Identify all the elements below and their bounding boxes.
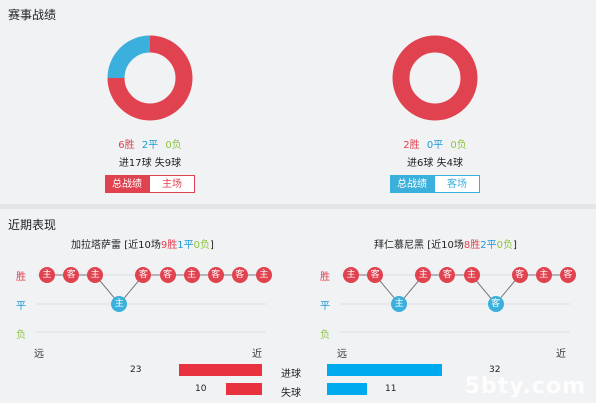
left-form-dot-8: 客 xyxy=(231,267,248,283)
left-goals-bar xyxy=(179,364,262,376)
left-row-win-label: 胜 xyxy=(16,272,26,283)
left-goals: 进17球 xyxy=(118,158,152,169)
conceded-label: 失球 xyxy=(281,388,301,399)
left-axis-far: 远 xyxy=(34,349,44,360)
right-axis-far: 远 xyxy=(337,349,347,360)
watermark-logo: 5bty.com xyxy=(464,374,586,399)
right-tab-overall[interactable]: 总战绩 xyxy=(390,175,434,193)
left-losses: 0负 xyxy=(165,140,182,151)
right-team-draws: 2平 xyxy=(480,240,497,251)
left-team-wins: 9胜 xyxy=(160,240,178,251)
left-form-line xyxy=(47,274,264,305)
left-form-dot-9: 主 xyxy=(255,267,272,283)
left-tab-home[interactable]: 主场 xyxy=(149,175,195,193)
right-goals: 进6球 xyxy=(407,158,434,169)
left-record-block: 6胜 2平 0负 进17球 失9球 总战绩 主场 xyxy=(50,33,250,193)
left-donut-slice-1 xyxy=(107,35,151,79)
right-conceded-number: 11 xyxy=(385,384,397,394)
right-team-losses: 0负 xyxy=(496,240,513,251)
right-tab-away[interactable]: 客场 xyxy=(434,175,480,193)
left-form-dot-3: 主 xyxy=(111,296,128,312)
left-goals-number: 23 xyxy=(130,365,142,375)
left-axis-near: 近 xyxy=(252,349,262,360)
left-wins: 6胜 xyxy=(118,140,135,151)
left-row-loss-label: 负 xyxy=(16,330,26,341)
right-losses: 0负 xyxy=(450,140,467,151)
right-row-draw-label: 平 xyxy=(320,301,330,312)
right-form-dot-3: 主 xyxy=(415,267,432,283)
left-team-bracket-open: [近10场 xyxy=(124,240,161,251)
section-divider xyxy=(0,204,596,209)
left-form-dot-2: 主 xyxy=(87,267,104,283)
right-form-dot-7: 客 xyxy=(511,267,528,283)
right-axis-near: 近 xyxy=(556,349,566,360)
right-goals-bar xyxy=(327,364,442,376)
left-team-name: 加拉塔萨雷 xyxy=(71,240,121,251)
left-row-draw-label: 平 xyxy=(16,301,26,312)
left-team-bracket-close: ] xyxy=(209,240,214,251)
right-record-block: 2胜 0平 0负 进6球 失4球 总战绩 客场 xyxy=(335,33,535,193)
right-row-win-label: 胜 xyxy=(320,272,330,283)
right-form-line xyxy=(351,274,568,305)
goals-label: 进球 xyxy=(281,369,301,380)
right-record-donut xyxy=(392,35,478,121)
recent-section-title: 近期表现 xyxy=(8,218,57,232)
right-team-bracket-close: ] xyxy=(512,240,517,251)
left-team-losses: 0负 xyxy=(193,240,210,251)
left-form-dot-0: 主 xyxy=(39,267,55,283)
left-conceded-number: 10 xyxy=(195,384,207,394)
left-conceded-bar xyxy=(226,383,262,395)
record-section-title: 赛事战绩 xyxy=(8,8,57,22)
right-team-name: 拜仁慕尼黑 xyxy=(374,240,424,251)
right-wins: 2胜 xyxy=(403,140,420,151)
left-team-draws: 1平 xyxy=(177,240,194,251)
left-form-dot-4: 客 xyxy=(135,267,152,283)
left-draws: 2平 xyxy=(141,140,159,151)
left-form-dot-6: 主 xyxy=(183,267,200,283)
left-form-dot-1: 客 xyxy=(63,267,80,283)
right-team-header: 拜仁慕尼黑 [近10场8胜2平0负] xyxy=(374,236,517,251)
right-form-dot-8: 主 xyxy=(535,267,552,283)
left-tab-overall[interactable]: 总战绩 xyxy=(105,175,149,193)
right-donut-slice-0 xyxy=(392,35,478,121)
left-conceded: 失9球 xyxy=(154,158,182,169)
right-conceded-bar xyxy=(327,383,367,395)
left-form-dot-7: 客 xyxy=(207,267,224,283)
right-form-dot-4: 客 xyxy=(439,267,456,283)
right-team-wins: 8胜 xyxy=(463,240,481,251)
right-team-bracket-open: [近10场 xyxy=(427,240,464,251)
right-form-dot-2: 主 xyxy=(391,296,408,312)
right-form-dot-9: 客 xyxy=(559,267,576,283)
right-conceded: 失4球 xyxy=(436,158,463,169)
right-draws: 0平 xyxy=(426,140,444,151)
left-donut-slice-0 xyxy=(107,35,193,121)
right-form-dot-0: 主 xyxy=(343,267,359,283)
right-goals-number: 32 xyxy=(489,365,501,375)
right-form-dot-6: 客 xyxy=(487,296,504,312)
left-record-donut xyxy=(107,35,193,121)
right-row-loss-label: 负 xyxy=(320,330,330,341)
left-team-header: 加拉塔萨雷 [近10场9胜1平0负] xyxy=(71,236,214,251)
right-form-dot-5: 主 xyxy=(463,267,480,283)
left-form-dot-5: 客 xyxy=(159,267,176,283)
right-form-dot-1: 客 xyxy=(367,267,384,283)
